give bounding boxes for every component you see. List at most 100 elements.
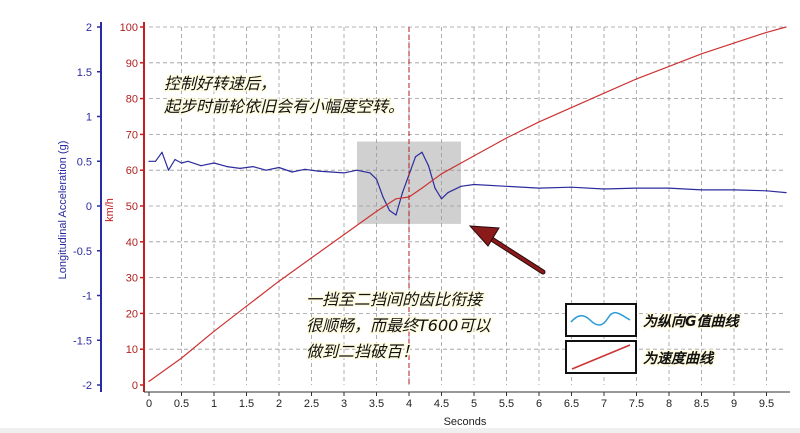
right-tick-label: 40 [126, 237, 138, 249]
acceleration-point [765, 190, 768, 192]
acceleration-point [356, 169, 358, 171]
acceleration-point [570, 186, 573, 188]
speed-point [395, 198, 397, 200]
speed-point [148, 380, 150, 382]
acceleration-point [414, 156, 417, 158]
acceleration-point [434, 187, 436, 189]
x-tick-label: 7 [601, 398, 607, 410]
acceleration-point [154, 160, 157, 162]
left-tick-label: 0.5 [77, 156, 92, 168]
acceleration-point [700, 189, 703, 191]
x-tick-label: 5 [471, 398, 477, 410]
speed-point [570, 107, 573, 109]
speed-point [473, 155, 475, 157]
speed-point [245, 305, 248, 307]
acceleration-point [388, 209, 391, 212]
right-tick-label: 0 [132, 380, 138, 392]
acceleration-point [174, 158, 176, 161]
left-tick-label: -1 [82, 291, 92, 303]
speed-point [278, 280, 280, 282]
left-tick-label: 1 [86, 112, 92, 124]
speed-point [375, 210, 378, 212]
speed-point [440, 173, 443, 175]
speed-point [505, 137, 508, 139]
x-tick-label: 6 [536, 398, 542, 410]
acceleration-point [161, 151, 163, 153]
x-tick-label: 2 [276, 398, 282, 410]
acceleration-point [148, 160, 150, 162]
acceleration-point [278, 166, 280, 169]
acceleration-point [291, 171, 293, 173]
mid-annotation-line2: 很顺畅，而最终T600可以 [306, 316, 491, 335]
acceleration-point [200, 165, 202, 167]
x-tick-label: 3.5 [369, 398, 384, 410]
x-tick-label: 1 [211, 398, 217, 410]
speed-point [765, 31, 768, 33]
x-tick-label: 1.5 [239, 398, 254, 410]
speed-point [343, 234, 345, 236]
x-tick-label: 5.5 [499, 398, 514, 410]
legend-accel-box [565, 303, 637, 337]
acceleration-point [440, 198, 443, 200]
acceleration-point [180, 162, 183, 164]
pointer-arrow [468, 225, 546, 275]
mid-annotation-line1: 一挡至二挡间的齿比衔接 [306, 290, 484, 309]
x-tick-label: 9.5 [759, 398, 774, 410]
series-line-acceleration [149, 151, 787, 216]
left-tick-label: 2 [86, 22, 92, 34]
legend-accel-swatch [570, 311, 631, 326]
bottom-divider [0, 428, 800, 433]
speed-point [180, 357, 183, 359]
left-axis-title: Longitudinal Acceleration (g) [57, 141, 69, 280]
acceleration-point [538, 187, 540, 189]
right-tick-label: 10 [126, 344, 138, 356]
speed-point [421, 187, 423, 189]
x-tick-label: 8.5 [694, 398, 709, 410]
acceleration-point [213, 162, 215, 164]
acceleration-point [187, 160, 189, 162]
right-tick-label: 70 [126, 129, 138, 141]
speed-point [733, 42, 735, 44]
acceleration-point [421, 151, 423, 153]
right-tick-label: 60 [126, 165, 138, 177]
acceleration-point [317, 170, 319, 172]
acceleration-point [369, 172, 371, 174]
top-annotation-line1: 控制好转速后， [164, 74, 276, 93]
acceleration-point [330, 171, 332, 173]
mid-annotation-line3: 做到二挡破百！ [306, 342, 418, 361]
x-tick-label: 7.5 [629, 398, 644, 410]
x-tick-label: 4.5 [434, 398, 449, 410]
x-tick-label: 2.5 [304, 398, 319, 410]
speed-point [700, 53, 703, 55]
acceleration-point [785, 192, 787, 194]
left-tick-label: -2 [82, 380, 92, 392]
right-tick-label: 20 [126, 308, 138, 320]
acceleration-point [167, 169, 170, 171]
acceleration-point [252, 166, 254, 168]
acceleration-point [265, 169, 267, 171]
speed-point [603, 92, 605, 94]
acceleration-point [473, 183, 475, 186]
legend: 为纵向G值曲线 为速度曲线 [565, 303, 742, 374]
right-tick-label: 80 [126, 94, 138, 106]
acceleration-point [375, 178, 378, 180]
legend-speed-swatch [571, 344, 631, 370]
left-tick-label: 1.5 [77, 67, 92, 79]
x-tick-label: 6.5 [564, 398, 579, 410]
left-tick-label: -0.5 [73, 246, 92, 258]
acceleration-point [401, 192, 404, 194]
top-annotation-line2: 起步时前轮依旧会有小幅度空转。 [164, 97, 404, 116]
acceleration-point [447, 192, 449, 194]
acceleration-point [505, 185, 508, 187]
left-tick-label: 0 [86, 201, 92, 213]
speed-point [213, 330, 215, 332]
acceleration-point [239, 167, 241, 169]
speed-point [310, 257, 313, 259]
x-tick-label: 4 [406, 398, 412, 410]
acceleration-point [427, 165, 430, 167]
speed-point [785, 26, 787, 28]
right-axis-title: km/h [104, 198, 116, 222]
legend-speed-label: 为速度曲线 [643, 350, 715, 367]
acceleration-point [395, 214, 397, 216]
x-tick-label: 3 [341, 398, 347, 410]
